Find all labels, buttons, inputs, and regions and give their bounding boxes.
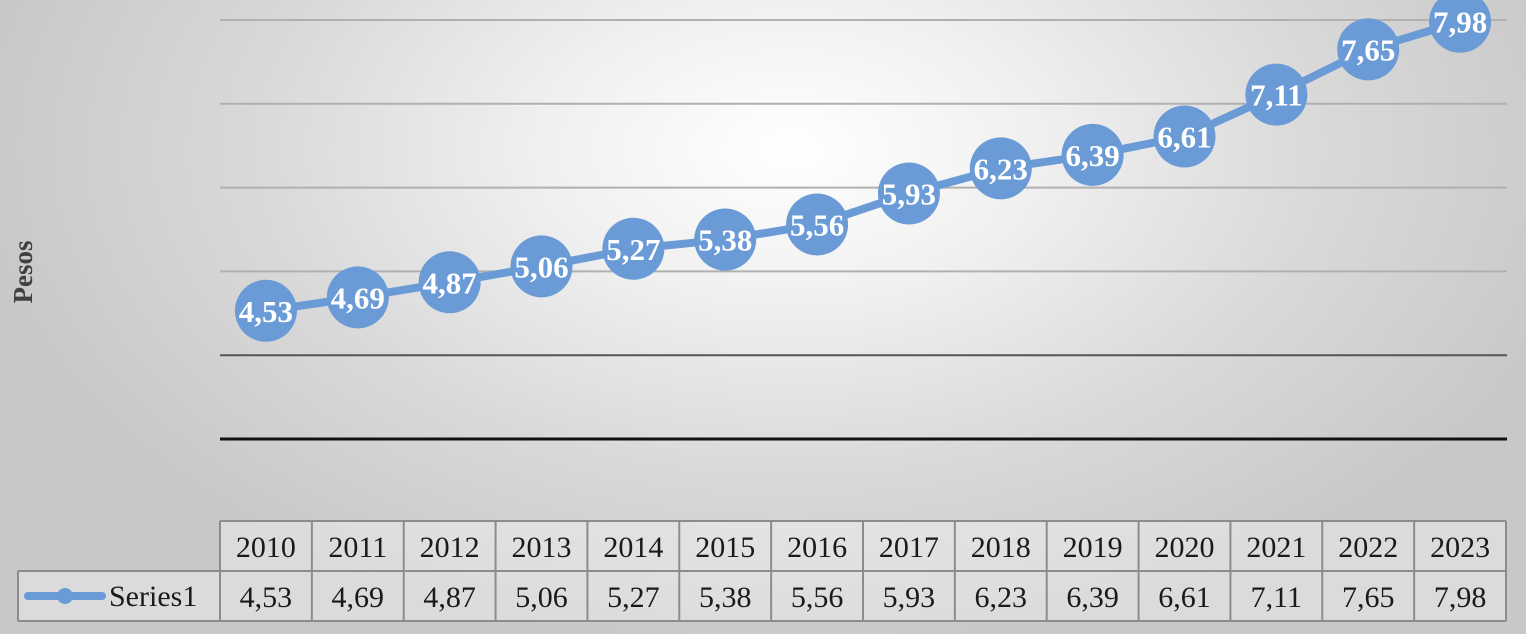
table-value-2020: 6,61	[1158, 581, 1211, 614]
x-tick-label-2020: 2020	[1155, 531, 1215, 564]
data-label-2018: 6,23	[974, 151, 1028, 186]
x-tick-label-2014: 2014	[603, 531, 663, 564]
data-label-2015: 5,38	[698, 223, 752, 258]
data-point-2013	[510, 235, 573, 298]
data-point-2020	[1153, 105, 1216, 168]
table-value-2010: 4,53	[240, 581, 293, 614]
data-label-2020: 6,61	[1157, 119, 1211, 154]
table-value-2013: 5,06	[515, 581, 568, 614]
data-label-2017: 5,93	[882, 176, 936, 211]
table-value-2021: 7,11	[1251, 581, 1302, 614]
x-tick-label-2011: 2011	[328, 531, 387, 564]
table-value-2016: 5,56	[791, 581, 844, 614]
table-value-2017: 5,93	[883, 581, 936, 614]
data-label-2016: 5,56	[790, 207, 844, 242]
data-label-2022: 7,65	[1341, 32, 1395, 67]
table-value-2023: 7,98	[1434, 581, 1487, 614]
data-point-2011	[326, 266, 389, 329]
x-tick-label-2015: 2015	[695, 531, 755, 564]
x-tick-label-2017: 2017	[879, 531, 939, 564]
data-point-2023	[1429, 0, 1492, 53]
data-label-2013: 5,06	[514, 249, 568, 284]
legend-marker-key	[57, 588, 73, 604]
x-tick-label-2016: 2016	[787, 531, 847, 564]
data-label-2010: 4,53	[239, 294, 293, 329]
table-value-2014: 5,27	[607, 581, 660, 614]
x-tick-label-2012: 2012	[420, 531, 480, 564]
data-point-2017	[877, 162, 940, 225]
x-tick-label-2013: 2013	[512, 531, 572, 564]
data-label-2021: 7,11	[1250, 78, 1303, 113]
data-label-2023: 7,98	[1433, 5, 1487, 40]
data-point-2019	[1061, 123, 1124, 186]
data-label-2019: 6,39	[1066, 138, 1120, 173]
x-tick-label-2023: 2023	[1430, 531, 1490, 564]
x-tick-label-2021: 2021	[1246, 531, 1306, 564]
x-tick-label-2010: 2010	[236, 531, 296, 564]
data-point-2016	[786, 193, 849, 256]
series-line-group: 4,53 4,69 4,87 5,06 5,27 5,38 5,56 5,93 6,23 6,39…	[234, 0, 1492, 342]
data-point-2021	[1245, 63, 1308, 126]
data-point-2015	[694, 208, 757, 271]
data-label-2011: 4,69	[331, 280, 385, 315]
x-tick-label-2018: 2018	[971, 531, 1031, 564]
data-point-2012	[418, 251, 481, 314]
table-value-2019: 6,39	[1066, 581, 1119, 614]
table-value-2011: 4,69	[332, 581, 385, 614]
data-label-2014: 5,27	[606, 232, 660, 267]
data-point-2014	[602, 217, 665, 280]
gridlines	[220, 19, 1507, 441]
x-tick-label-2019: 2019	[1063, 531, 1123, 564]
table-value-2012: 4,87	[423, 581, 476, 614]
table-value-2022: 7,65	[1342, 581, 1395, 614]
y-axis-label: Pesos	[8, 241, 38, 304]
table-row-bg	[18, 571, 1506, 621]
data-point-2022	[1337, 18, 1400, 81]
data-point-2018	[969, 137, 1032, 200]
data-table: 2010 4,53 2011 4,69 2012 4,87 2013 5,06 2014 5,27…	[17, 520, 1507, 622]
table-value-2018: 6,23	[975, 581, 1028, 614]
legend-series-name: Series1	[109, 580, 197, 613]
x-tick-label-2022: 2022	[1338, 531, 1398, 564]
table-value-2015: 5,38	[699, 581, 752, 614]
data-label-2012: 4,87	[423, 265, 477, 300]
data-point-2010	[234, 279, 297, 342]
